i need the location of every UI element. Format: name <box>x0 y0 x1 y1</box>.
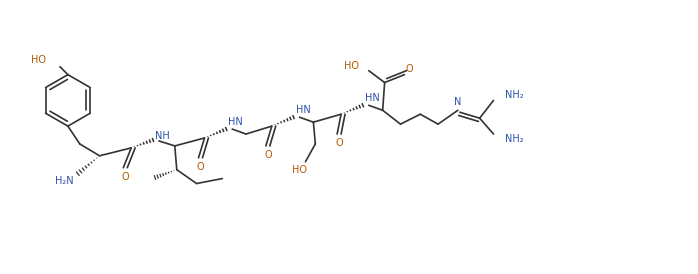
Text: HO: HO <box>292 165 307 175</box>
Text: O: O <box>406 64 413 74</box>
Text: NH₂: NH₂ <box>505 90 524 101</box>
Text: O: O <box>121 172 129 182</box>
Text: NH: NH <box>155 131 170 141</box>
Text: HN: HN <box>295 105 311 115</box>
Text: O: O <box>264 150 272 160</box>
Text: HO: HO <box>344 61 359 71</box>
Text: H₂N: H₂N <box>54 176 73 185</box>
Text: O: O <box>335 138 343 148</box>
Text: NH₂: NH₂ <box>505 134 524 144</box>
Text: N: N <box>454 97 461 107</box>
Text: O: O <box>197 162 205 172</box>
Text: HO: HO <box>31 55 46 65</box>
Text: HN: HN <box>228 117 243 127</box>
Text: HN: HN <box>365 93 380 103</box>
